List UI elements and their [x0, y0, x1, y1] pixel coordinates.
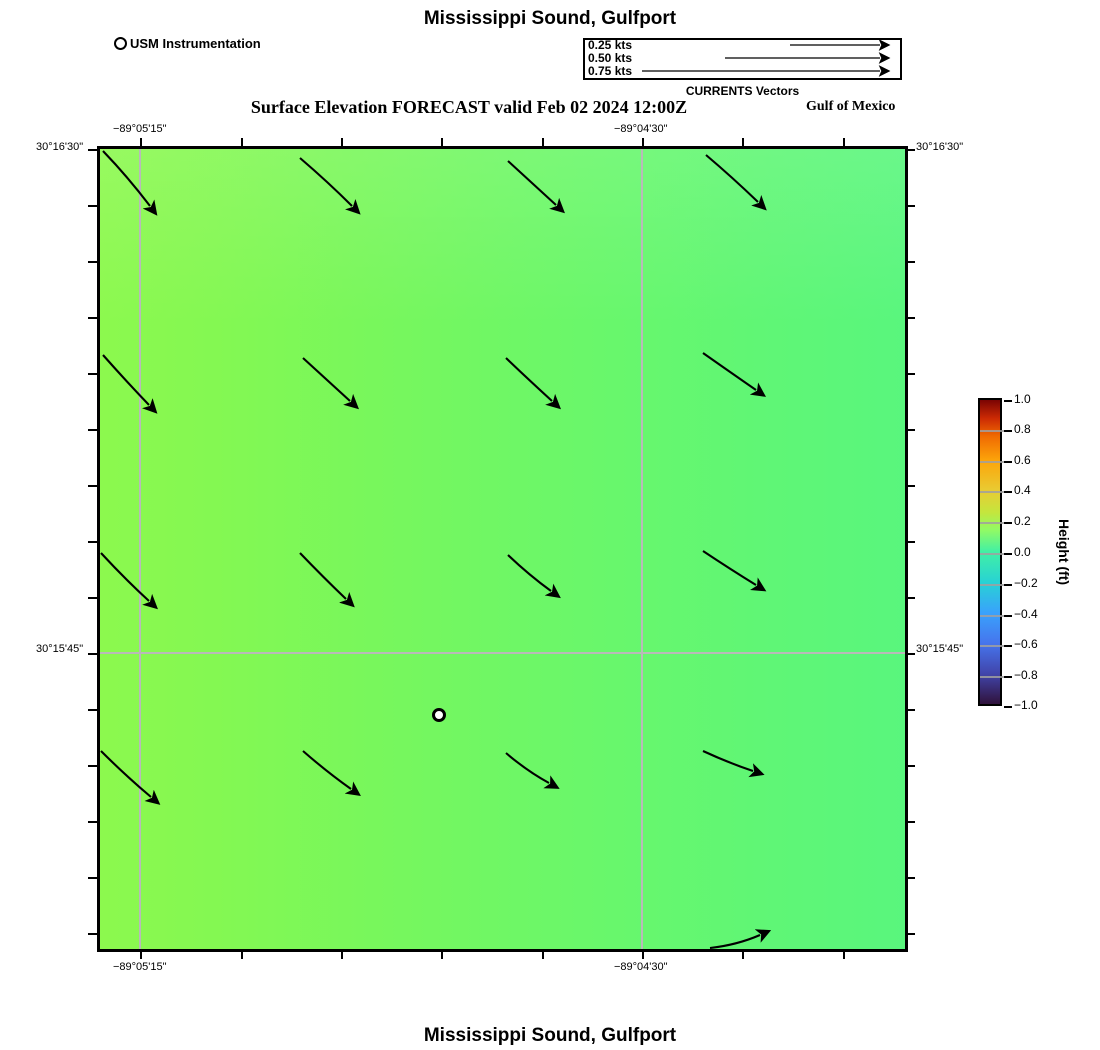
surface-elevation-field: [100, 149, 905, 949]
currents-legend-caption: CURRENTS Vectors: [685, 84, 800, 98]
page-title: Mississippi Sound, Gulfport: [423, 8, 677, 29]
axis-tick-bottom: [241, 950, 243, 959]
axis-tick-bottom: [642, 950, 644, 959]
axis-label-lon-top-right: −89°04'30": [614, 123, 668, 135]
footer-title: Mississippi Sound, Gulfport: [423, 1025, 677, 1046]
current-vector-arrows: [100, 150, 772, 949]
axis-label-lon-bottom-right: −89°04'30": [614, 961, 668, 973]
colorbar-tick-label: −0.2: [1014, 575, 1038, 590]
axis-tick-bottom: [542, 950, 544, 959]
axis-tick-right: [906, 485, 915, 487]
axis-tick-left: [88, 765, 97, 767]
axis-tick-right: [906, 765, 915, 767]
colorbar-tick-label: −0.6: [1014, 637, 1038, 652]
axis-tick-right: [906, 205, 915, 207]
currents-legend-label-3: 0.75 kts: [588, 64, 633, 78]
axis-label-lon-top-left: −89°05'15": [113, 123, 167, 135]
axis-tick-right: [906, 149, 915, 151]
axis-tick-top: [341, 138, 343, 147]
axis-tick-top: [241, 138, 243, 147]
axis-tick-left: [88, 597, 97, 599]
currents-legend-row: 0.25 kts: [585, 38, 900, 53]
axis-tick-left: [88, 317, 97, 319]
axis-tick-left: [88, 205, 97, 207]
axis-tick-right: [906, 933, 915, 935]
currents-legend-row: 0.75 kts: [585, 64, 900, 79]
axis-tick-bottom: [140, 950, 142, 959]
axis-tick-bottom: [341, 950, 343, 959]
axis-tick-left: [88, 149, 97, 151]
colorbar-tick-label: 0.8: [1014, 421, 1031, 436]
axis-tick-left: [88, 653, 97, 655]
colorbar-title: Height (ft): [1056, 518, 1072, 586]
axis-tick-left: [88, 541, 97, 543]
axis-tick-right: [906, 429, 915, 431]
colorbar-tick-label: 1.0: [1014, 392, 1031, 406]
axis-tick-right: [906, 541, 915, 543]
axis-tick-left: [88, 485, 97, 487]
axis-label-lat-right-mid: 30°15'45": [916, 643, 964, 655]
forecast-subtitle: Surface Elevation FORECAST valid Feb 02 …: [250, 97, 688, 117]
axis-tick-left: [88, 709, 97, 711]
currents-legend-label-2: 0.50 kts: [588, 51, 633, 65]
axis-tick-right: [906, 821, 915, 823]
region-label: Gulf of Mexico: [806, 99, 896, 114]
axis-tick-right: [906, 317, 915, 319]
axis-tick-right: [906, 373, 915, 375]
usm-instrumentation-label: USM Instrumentation: [130, 36, 261, 51]
colorbar-tick-label: 0.4: [1014, 483, 1031, 498]
colorbar-tick-label: −0.4: [1014, 606, 1038, 621]
axis-tick-right: [906, 877, 915, 879]
axis-tick-left: [88, 877, 97, 879]
axis-tick-top: [441, 138, 443, 147]
colorbar-tick-label: 0.0: [1014, 545, 1031, 559]
axis-tick-left: [88, 821, 97, 823]
axis-label-lat-left-mid: 30°15'45": [36, 643, 84, 655]
axis-tick-right: [906, 653, 915, 655]
axis-tick-bottom: [742, 950, 744, 959]
colorbar-tick-label: 0.6: [1014, 452, 1031, 467]
axis-label-lat-left-top: 30°16'30": [36, 141, 84, 153]
axis-tick-bottom: [843, 950, 845, 959]
currents-legend-arrows: [642, 40, 891, 77]
axis-tick-left: [88, 933, 97, 935]
colorbar-tick-label: −0.8: [1014, 668, 1038, 683]
axis-tick-top: [642, 138, 644, 147]
axis-tick-top: [542, 138, 544, 147]
axis-tick-top: [140, 138, 142, 147]
axis-tick-left: [88, 429, 97, 431]
map-plot-area[interactable]: [88, 138, 915, 959]
colorbar-tick-label: 0.2: [1014, 514, 1031, 529]
axis-label-lat-right-top: 30°16'30": [916, 141, 964, 153]
axis-tick-top: [742, 138, 744, 147]
usm-instrumentation-marker[interactable]: [432, 708, 446, 722]
colorbar-gradient: [978, 398, 1012, 708]
currents-legend-label-1: 0.25 kts: [588, 38, 633, 52]
axis-tick-right: [906, 261, 915, 263]
axis-tick-bottom: [441, 950, 443, 959]
axis-tick-top: [843, 138, 845, 147]
usm-instrumentation-legend: USM Instrumentation: [114, 36, 261, 51]
currents-vector-legend: 0.25 kts 0.50 kts 0.75 kts: [583, 38, 902, 80]
axis-tick-left: [88, 373, 97, 375]
colorbar-tick-label: −1.0: [1014, 698, 1038, 712]
open-circle-icon: [114, 37, 127, 50]
axis-tick-right: [906, 709, 915, 711]
axis-tick-right: [906, 597, 915, 599]
axis-label-lon-bottom-left: −89°05'15": [113, 961, 167, 973]
map-gridlines: [100, 149, 905, 949]
currents-legend-row: 0.50 kts: [585, 51, 900, 66]
axis-tick-left: [88, 261, 97, 263]
